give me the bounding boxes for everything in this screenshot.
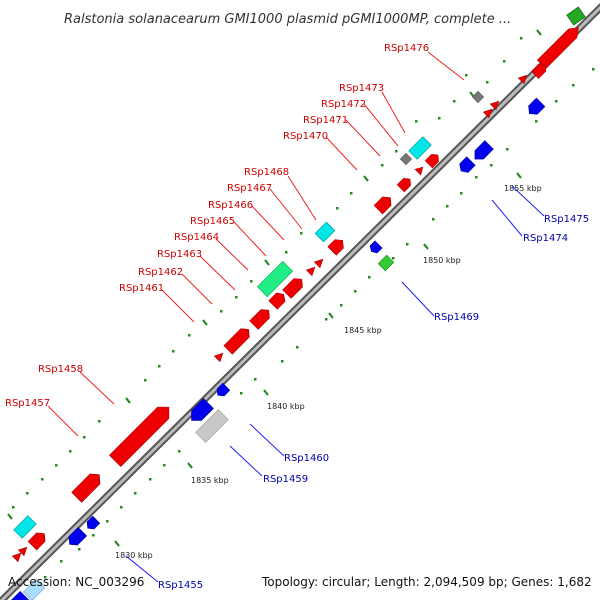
label-rsp1473[interactable]: RSp1473 [339, 83, 384, 94]
label-rsp1455[interactable]: RSp1455 [158, 580, 203, 591]
green-feature-rsp1469 [377, 254, 395, 272]
gene-rsp1469 [369, 240, 383, 254]
gene-rsp1460 [191, 398, 214, 421]
gene-rsp1471 [396, 178, 411, 193]
label-rsp1470[interactable]: RSp1470 [283, 131, 328, 142]
gene-rsp1474 [474, 140, 494, 160]
scale-label-1830: 1830 kbp [115, 551, 153, 560]
cyan-feature-bottom [13, 515, 37, 539]
label-rsp1462[interactable]: RSp1462 [138, 267, 183, 278]
label-rsp1475[interactable]: RSp1475 [544, 214, 589, 225]
gene-rsp1460-small [216, 382, 231, 397]
gene-rsp1455-a [86, 515, 101, 530]
scale-label-1845: 1845 kbp [344, 326, 382, 335]
reverse-gene-labels: RSp1475 RSp1474 RSp1469 RSp1460 RSp1459 … [158, 214, 589, 591]
label-rsp1463[interactable]: RSp1463 [157, 249, 202, 260]
gene-bottom-edge [10, 590, 30, 600]
outer-green-feature[interactable] [566, 6, 586, 26]
gene-rsp1466 [305, 266, 316, 277]
gene-rsp1476 [536, 27, 579, 70]
label-rsp1465[interactable]: RSp1465 [190, 216, 235, 227]
gene-rsp1457 [71, 473, 101, 503]
gene-rsp1461 [223, 328, 250, 355]
reverse-genes[interactable] [7, 97, 546, 600]
map-title: Ralstonia solanacearum GMI1000 plasmid p… [64, 12, 511, 27]
gene-rsp1472 [424, 154, 439, 169]
label-rsp1471[interactable]: RSp1471 [303, 115, 348, 126]
gene-rsp1467 [313, 258, 324, 269]
forward-genes[interactable] [11, 23, 582, 563]
gene-rsp1464 [282, 278, 303, 299]
label-rsp1464[interactable]: RSp1464 [174, 232, 219, 243]
cyan-feature-rsp1468 [314, 221, 336, 243]
label-rsp1469[interactable]: RSp1469 [434, 312, 479, 323]
reverse-features[interactable] [22, 254, 395, 600]
gene-small-a [517, 74, 528, 85]
reverse-major-ticks [114, 172, 522, 547]
label-rsp1460[interactable]: RSp1460 [284, 453, 329, 464]
gray-feature-rsp1459 [195, 409, 229, 443]
scale-label-1835: 1835 kbp [191, 476, 229, 485]
gene-rsp1473 [414, 166, 424, 176]
label-rsp1472[interactable]: RSp1472 [321, 99, 366, 110]
gray-feature-top [471, 90, 485, 104]
label-rsp1474[interactable]: RSp1474 [523, 233, 568, 244]
label-rsp1459[interactable]: RSp1459 [263, 474, 308, 485]
label-rsp1476[interactable]: RSp1476 [384, 43, 429, 54]
gene-rsp1455 [68, 526, 88, 546]
gray-feature-mid [399, 152, 413, 166]
label-rsp1458[interactable]: RSp1458 [38, 364, 83, 375]
label-rsp1468[interactable]: RSp1468 [244, 167, 289, 178]
label-rsp1457[interactable]: RSp1457 [5, 398, 50, 409]
green-feature-rsp1465 [256, 260, 294, 298]
gene-bottom-c [11, 552, 22, 563]
gene-small-d [213, 352, 224, 363]
light-blue-feature-edge [22, 578, 46, 600]
gene-rsp1468 [327, 239, 344, 256]
forward-features[interactable] [13, 90, 485, 539]
gene-rsp1470 [373, 196, 392, 215]
forward-gene-labels: RSp1476 RSp1473 RSp1472 RSp1471 RSp1470 … [5, 43, 429, 409]
reverse-callouts [125, 185, 545, 583]
cyan-feature-rsp1473 [408, 136, 432, 160]
scale-label-1855: 1855 kbp [504, 184, 542, 193]
summary-text: Topology: circular; Length: 2,094,509 bp… [261, 575, 592, 589]
label-rsp1461[interactable]: RSp1461 [119, 283, 164, 294]
gene-rsp1462 [249, 309, 270, 330]
forward-callouts [47, 51, 465, 437]
gene-bottom-a [27, 532, 46, 551]
reverse-minor-ticks [44, 68, 595, 579]
gene-rsp1474-b [459, 156, 476, 173]
gene-rsp1463 [268, 292, 286, 310]
scale-label-1850: 1850 kbp [423, 256, 461, 265]
gene-rsp1458 [109, 406, 170, 467]
label-rsp1467[interactable]: RSp1467 [227, 183, 272, 194]
scale-label-1840: 1840 kbp [267, 402, 305, 411]
gene-arrow-top [531, 64, 546, 79]
gene-small-c [482, 108, 493, 119]
gene-small-b [489, 100, 500, 111]
label-rsp1466[interactable]: RSp1466 [208, 200, 253, 211]
accession-text: Accession: NC_003296 [8, 575, 144, 589]
forward-minor-ticks [12, 37, 523, 509]
gene-rsp1475 [528, 97, 546, 115]
